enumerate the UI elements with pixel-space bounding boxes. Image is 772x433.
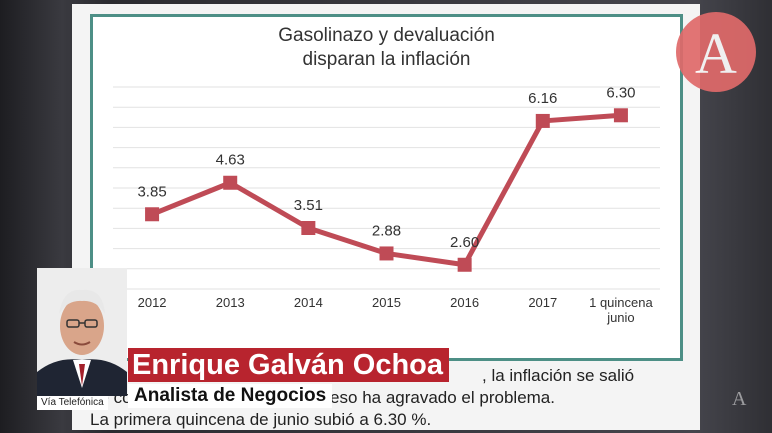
chart-title: Gasolinazo y devaluación [278, 25, 495, 46]
x-tick-label: 2013 [216, 295, 245, 310]
data-label: 2.88 [372, 222, 401, 239]
data-point [223, 175, 238, 190]
x-tick-label: 2015 [372, 295, 401, 310]
data-label: 3.51 [294, 197, 323, 214]
data-label: 6.30 [606, 84, 635, 101]
data-point [379, 246, 394, 261]
x-tick-label: 2012 [138, 295, 167, 310]
guest-portrait-icon [37, 268, 127, 396]
guest-photo [37, 268, 127, 396]
grid-lines [113, 86, 660, 290]
watermark-letter: A [732, 388, 747, 410]
x-tick-label: 2014 [294, 295, 323, 310]
series-line [151, 112, 622, 268]
data-point [145, 207, 160, 222]
data-label: 4.63 [216, 152, 245, 169]
data-point [457, 257, 472, 272]
broadcaster-logo: A [676, 12, 756, 92]
caption-line-1-end: , la inflación se salió [482, 366, 635, 385]
data-label: 3.85 [137, 183, 166, 200]
x-axis-labels: 2012 2013 2014 2015 2016 2017 1 quincena junio [138, 295, 654, 325]
x-tick-label: 2017 [528, 295, 557, 310]
data-point [535, 113, 550, 128]
line-chart: 2012 2013 2014 2015 2016 2017 1 quincena junio … [113, 84, 660, 325]
chart-subtitle: disparan la inflación [302, 49, 471, 70]
data-point [301, 220, 316, 235]
chart-panel: Gasolinazo y devaluación disparan la inf… [90, 14, 683, 361]
data-point [613, 108, 628, 123]
logo-letter: A [695, 21, 737, 86]
data-markers [145, 108, 628, 272]
x-tick-label: 1 quincena junio [589, 295, 653, 325]
data-label: 6.16 [528, 90, 557, 107]
data-label: 2.60 [450, 234, 479, 251]
source-label: Vía Telefónica [37, 396, 108, 410]
guest-name-banner: Enrique Galván Ochoa [128, 348, 450, 382]
x-tick-label: 2016 [450, 295, 479, 310]
caption-line-2: La primera quincena de junio subió a 6.3… [90, 410, 432, 429]
data-labels: 3.85 4.63 3.51 2.88 2.60 6.16 6.30 [137, 84, 635, 250]
guest-role: Analista de Negocios [128, 384, 333, 408]
